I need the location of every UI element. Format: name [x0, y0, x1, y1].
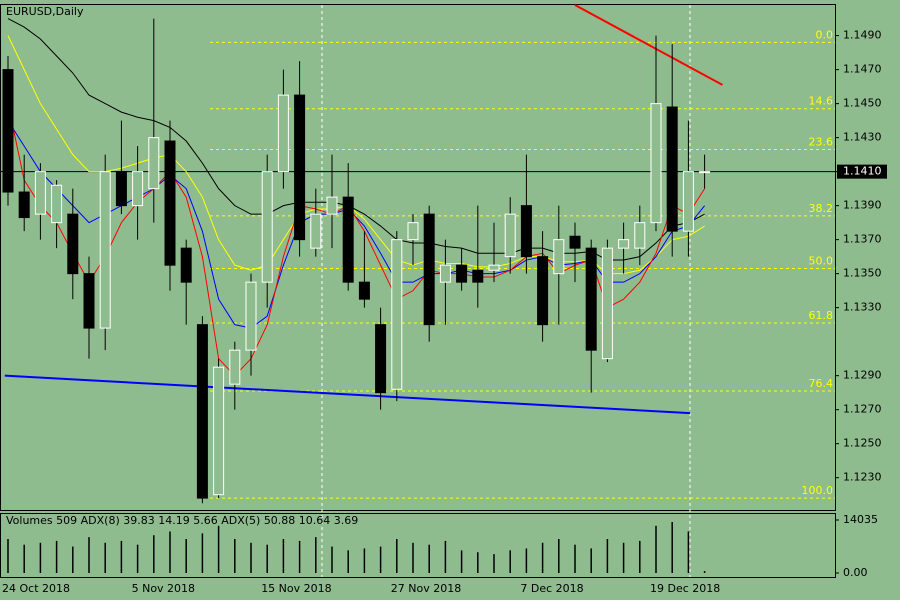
- volume-tick-label: 0.00: [843, 566, 868, 579]
- y-tick-label: 1.1330: [843, 301, 882, 314]
- volume-frame: [0, 513, 836, 578]
- x-tick-label: 19 Dec 2018: [650, 582, 720, 595]
- price-frame: [0, 4, 836, 511]
- candle-body: [569, 235, 581, 249]
- candle-body: [277, 94, 289, 173]
- candle-body: [261, 171, 273, 283]
- indicator-line: [7, 35, 705, 275]
- candle-body: [99, 171, 111, 329]
- candle-body: [83, 273, 95, 329]
- x-tick-label: 15 Nov 2018: [261, 582, 331, 595]
- candle-body: [585, 247, 597, 351]
- candle-body: [196, 324, 208, 499]
- candle-body: [699, 171, 711, 174]
- candle-body: [634, 222, 646, 249]
- y-tick-label: 1.1390: [843, 199, 882, 212]
- candle-body: [310, 213, 322, 249]
- candle-body: [488, 264, 500, 271]
- candle-body: [682, 171, 694, 232]
- candle-body: [537, 256, 549, 326]
- candle-body: [34, 171, 46, 215]
- candle-body: [423, 213, 435, 326]
- candle-body: [164, 140, 176, 266]
- y-tick-label: 1.1350: [843, 267, 882, 280]
- candle-body: [504, 213, 516, 258]
- y-tick-label: 1.1230: [843, 471, 882, 484]
- candle-body: [148, 137, 160, 190]
- indicator-line: [7, 120, 705, 329]
- candle-body: [67, 213, 79, 275]
- trendline: [4, 374, 691, 415]
- y-tick-label: 1.1270: [843, 403, 882, 416]
- y-tick-label: 1.1470: [843, 63, 882, 76]
- x-tick-label: 27 Nov 2018: [391, 582, 461, 595]
- current-price-box: [837, 164, 887, 179]
- fib-label: 14.6: [809, 95, 834, 108]
- candle-body: [472, 269, 484, 283]
- fib-label: 61.8: [809, 309, 834, 322]
- fib-label: 23.6: [809, 136, 834, 149]
- x-tick-label: 7 Dec 2018: [520, 582, 583, 595]
- candle-body: [245, 281, 257, 351]
- candle-body: [213, 366, 225, 496]
- candle-body: [439, 264, 451, 283]
- fib-label: 100.0: [802, 484, 834, 497]
- volume-tick-label: 14035: [843, 513, 878, 526]
- fib-label: 0.0: [816, 28, 834, 41]
- candle-body: [2, 69, 14, 193]
- y-tick-label: 1.1490: [843, 29, 882, 42]
- candle-body: [520, 205, 532, 258]
- fib-label: 76.4: [809, 377, 834, 390]
- candle-body: [229, 349, 241, 385]
- current-price-label: 1.1410: [843, 165, 882, 178]
- candle-body: [132, 171, 144, 207]
- trendline: [574, 4, 723, 86]
- candle-body: [51, 184, 63, 224]
- y-tick-label: 1.1290: [843, 369, 882, 382]
- candle-body: [618, 239, 630, 249]
- candle-body: [326, 196, 338, 215]
- candle-body: [456, 264, 468, 283]
- x-tick-label: 5 Nov 2018: [132, 582, 195, 595]
- y-tick-label: 1.1250: [843, 437, 882, 450]
- y-tick-label: 1.1450: [843, 97, 882, 110]
- x-tick-label: 24 Oct 2018: [2, 582, 70, 595]
- volume-title: Volumes 509 ADX(8) 39.83 14.19 5.66 ADX(…: [6, 514, 358, 527]
- candle-body: [407, 222, 419, 241]
- candle-body: [650, 103, 662, 224]
- y-tick-label: 1.1370: [843, 233, 882, 246]
- candle-body: [375, 324, 387, 394]
- candle-body: [391, 239, 403, 390]
- indicator-line: [7, 18, 705, 261]
- candle-body: [358, 281, 370, 300]
- candle-body: [601, 247, 613, 360]
- candle-body: [115, 171, 127, 207]
- candle-body: [294, 94, 306, 241]
- candle-body: [18, 191, 30, 219]
- chart-title: EURUSD,Daily: [6, 5, 84, 18]
- fib-label: 38.2: [809, 202, 834, 215]
- candle-body: [666, 106, 678, 232]
- indicator-line: [7, 103, 706, 377]
- y-tick-label: 1.1430: [843, 131, 882, 144]
- candle-body: [553, 239, 565, 275]
- fib-label: 50.0: [809, 255, 834, 268]
- candle-body: [180, 247, 192, 283]
- candle-body: [342, 196, 354, 283]
